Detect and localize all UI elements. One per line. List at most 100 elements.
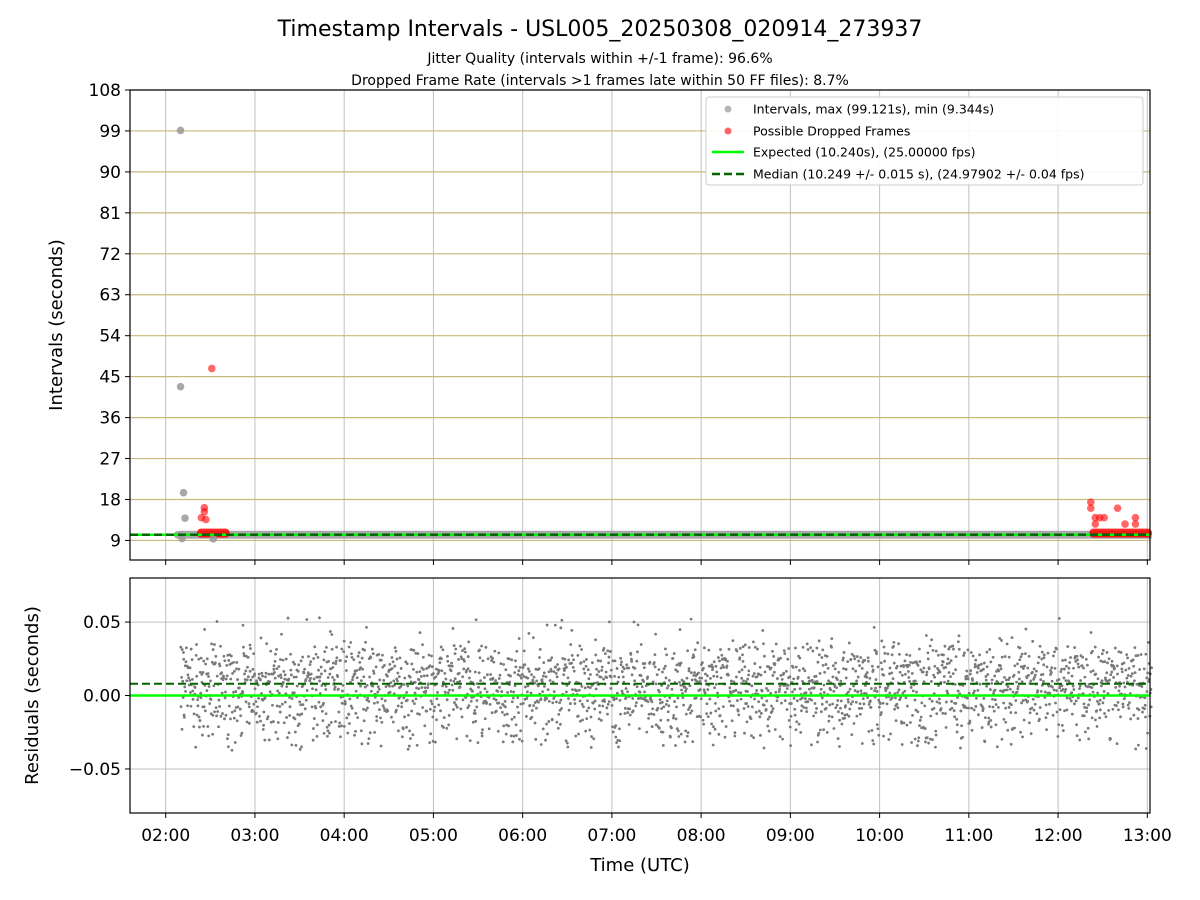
residual-point	[801, 680, 804, 683]
residual-point	[1145, 690, 1149, 693]
residual-point	[444, 685, 448, 688]
legend-median-label: Median (10.249 +/- 0.015 s), (24.97902 +…	[753, 167, 1084, 182]
residual-point	[514, 723, 518, 727]
residual-point	[1097, 655, 1101, 659]
residual-point	[822, 728, 826, 732]
residual-point	[617, 675, 621, 679]
residual-point	[672, 652, 676, 655]
residual-point	[475, 705, 479, 709]
residual-point	[186, 704, 189, 708]
residual-point	[882, 673, 886, 677]
interval-point	[209, 535, 218, 543]
residual-point	[294, 743, 298, 747]
residual-point	[348, 722, 351, 725]
residual-point	[243, 678, 247, 681]
residual-point	[820, 656, 824, 659]
residual-point	[869, 699, 872, 703]
residual-point	[774, 642, 778, 646]
residual-point	[960, 724, 964, 728]
residual-point	[622, 667, 626, 671]
residual-point	[477, 671, 481, 675]
residual-point	[656, 706, 660, 710]
residual-point	[275, 704, 279, 708]
residual-point	[269, 720, 273, 724]
residual-point	[834, 706, 838, 710]
residual-point	[955, 723, 959, 727]
residual-point	[274, 730, 278, 734]
residual-point	[514, 665, 518, 669]
residual-point	[1000, 655, 1004, 659]
residual-point	[240, 731, 244, 735]
residual-point	[570, 628, 574, 632]
residual-point	[1072, 688, 1076, 691]
residual-point	[595, 667, 598, 671]
residual-point	[817, 653, 821, 657]
residual-point	[789, 744, 793, 748]
residual-point	[543, 698, 547, 702]
residual-point	[548, 679, 552, 682]
residual-point	[874, 678, 878, 681]
residual-point	[555, 700, 558, 704]
residual-point	[1144, 652, 1148, 656]
residual-point	[836, 737, 840, 740]
residual-point	[762, 703, 766, 707]
residual-point	[203, 709, 207, 713]
residual-point	[1137, 708, 1141, 712]
residual-point	[593, 707, 597, 711]
residual-point	[846, 698, 850, 701]
residual-point	[326, 676, 330, 679]
residual-point	[807, 676, 811, 680]
residual-point	[826, 666, 830, 670]
residual-point	[778, 735, 782, 739]
residual-point	[1063, 709, 1066, 713]
residual-point	[784, 669, 788, 673]
residual-point	[606, 702, 610, 706]
residual-point	[891, 677, 895, 681]
residual-point	[1144, 715, 1147, 719]
residual-point	[719, 676, 723, 680]
residual-point	[1013, 664, 1017, 668]
residual-point	[212, 684, 216, 688]
residual-point	[963, 651, 966, 655]
residual-point	[982, 697, 986, 700]
residual-point	[629, 657, 633, 661]
residual-point	[820, 696, 824, 700]
residual-point	[524, 714, 528, 718]
residual-point	[1042, 679, 1045, 683]
residual-point	[457, 671, 461, 675]
residual-point	[864, 684, 867, 687]
residual-point	[191, 689, 195, 693]
residual-point	[805, 710, 809, 713]
residual-point	[639, 643, 643, 646]
residual-point	[604, 670, 608, 674]
residual-point	[597, 717, 601, 721]
residual-point	[277, 674, 280, 678]
residual-point	[860, 666, 864, 670]
residual-point	[824, 663, 828, 666]
residual-point	[179, 705, 183, 709]
residual-point	[865, 675, 869, 679]
residual-point	[264, 675, 267, 679]
residual-point	[1078, 687, 1081, 691]
residual-point	[809, 691, 813, 695]
residual-point	[481, 728, 484, 732]
residual-point	[344, 669, 348, 672]
residual-point	[957, 647, 961, 651]
residual-point	[628, 713, 632, 717]
dropped-frame-point	[1113, 504, 1122, 512]
residual-point	[586, 685, 590, 689]
residual-point	[549, 658, 552, 662]
residual-point	[757, 700, 761, 704]
residual-point	[1002, 717, 1006, 721]
interval-point	[181, 514, 189, 522]
residual-point	[570, 654, 574, 657]
residual-point	[573, 698, 576, 701]
residual-point	[739, 697, 743, 701]
residual-point	[1113, 646, 1117, 650]
residual-point	[312, 657, 316, 660]
residual-point	[802, 706, 806, 709]
residual-point	[744, 680, 748, 683]
dropped-frame-point	[202, 515, 210, 524]
residual-point	[783, 690, 787, 694]
residual-point	[273, 676, 277, 680]
